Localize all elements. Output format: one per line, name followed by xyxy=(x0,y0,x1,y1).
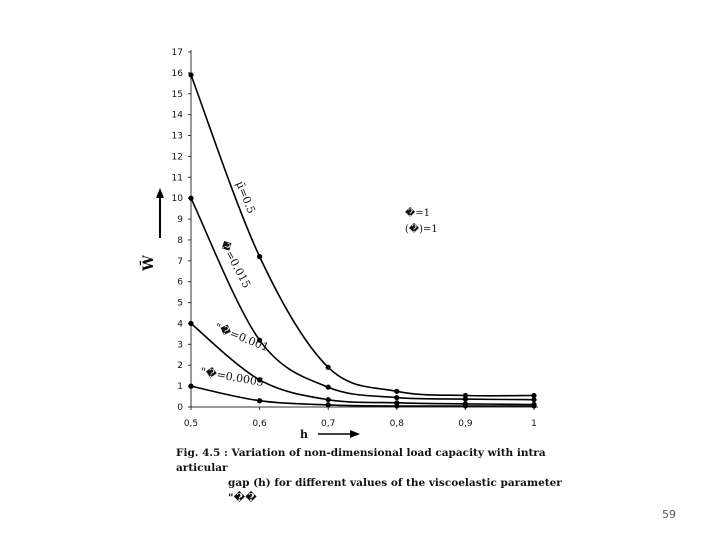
y-tick-label: 13 xyxy=(172,132,183,142)
series-2-point xyxy=(188,195,194,201)
series-1-point xyxy=(257,254,263,260)
y-tick-label: 8 xyxy=(177,236,183,246)
series-4-point xyxy=(394,403,400,409)
y-tick-label: 5 xyxy=(177,299,183,309)
page-number: 59 xyxy=(662,508,676,521)
axes xyxy=(190,50,538,408)
annotation-label: �=0.015 xyxy=(217,238,253,290)
y-tick-label: 15 xyxy=(172,90,183,100)
series-3-point xyxy=(325,397,331,403)
series-1-point xyxy=(394,388,400,394)
x-tick-label: 0,5 xyxy=(184,419,198,429)
x-axis-label: h xyxy=(300,428,308,440)
y-tick-label: 6 xyxy=(177,278,183,288)
x-ticks: 0,5 0,6 0,7 0,8 0,9 1 xyxy=(184,407,537,429)
annotation-label: �=1 xyxy=(405,206,430,219)
x-tick-label: 0,7 xyxy=(321,419,335,429)
axis-labels: W̄ h xyxy=(138,188,360,440)
series-3-point xyxy=(188,320,194,327)
series-1-point xyxy=(531,392,537,399)
y-tick-label: 2 xyxy=(177,361,183,371)
series-1-line xyxy=(190,74,535,397)
y-tick-label: 17 xyxy=(172,48,183,58)
y-tick-label: 0 xyxy=(177,403,183,413)
y-tick-label: 11 xyxy=(172,173,183,183)
y-tick-label: 12 xyxy=(172,152,183,162)
series-4-point xyxy=(257,398,263,404)
series-4-point xyxy=(325,402,331,408)
x-tick-label: 1 xyxy=(531,419,537,429)
series-3-point xyxy=(257,377,263,383)
annotation-label: "�=0.0005 xyxy=(199,365,264,389)
caption-line-2: gap (h) for different values of the visc… xyxy=(228,477,562,504)
series-3-line xyxy=(190,322,535,406)
annotation-label: "�=0.001 xyxy=(213,321,271,354)
series-2-point xyxy=(257,337,263,343)
series-4-point xyxy=(531,403,537,409)
series-4-line xyxy=(190,385,534,407)
series-4-point xyxy=(462,403,468,409)
y-tick-label: 16 xyxy=(172,69,184,79)
x-tick-label: 0,9 xyxy=(458,419,473,429)
caption-line-1: Fig. 4.5 : Variation of non-dimensional … xyxy=(176,447,546,474)
series-2-point xyxy=(325,384,331,390)
y-tick-label: 10 xyxy=(172,194,184,204)
series-1-point xyxy=(325,364,331,370)
y-tick-label: 14 xyxy=(172,111,184,121)
y-tick-label: 4 xyxy=(177,319,183,329)
series-layer xyxy=(188,72,537,409)
x-tick-label: 0,6 xyxy=(252,419,267,429)
series-4-point xyxy=(188,383,194,389)
series-1-point xyxy=(188,72,194,78)
series-2-line xyxy=(190,197,535,401)
series-2-point xyxy=(462,396,468,402)
annotation-label: μ̄=0.5 xyxy=(233,179,258,215)
figure-caption: Fig. 4.5 : Variation of non-dimensional … xyxy=(176,446,576,506)
y-axis-arrow-head xyxy=(156,188,164,198)
y-tick-label: 9 xyxy=(177,215,183,225)
series-2-point xyxy=(394,395,400,401)
y-tick-label: 3 xyxy=(177,340,183,350)
y-tick-label: 1 xyxy=(177,382,183,392)
y-axis-label: W̄ xyxy=(138,255,157,272)
y-tick-label: 7 xyxy=(177,257,183,267)
x-axis-arrow-head xyxy=(350,430,360,438)
annotation-label: (�)=1 xyxy=(405,222,438,235)
x-tick-label: 0,8 xyxy=(390,419,405,429)
series-2-point xyxy=(531,397,537,403)
